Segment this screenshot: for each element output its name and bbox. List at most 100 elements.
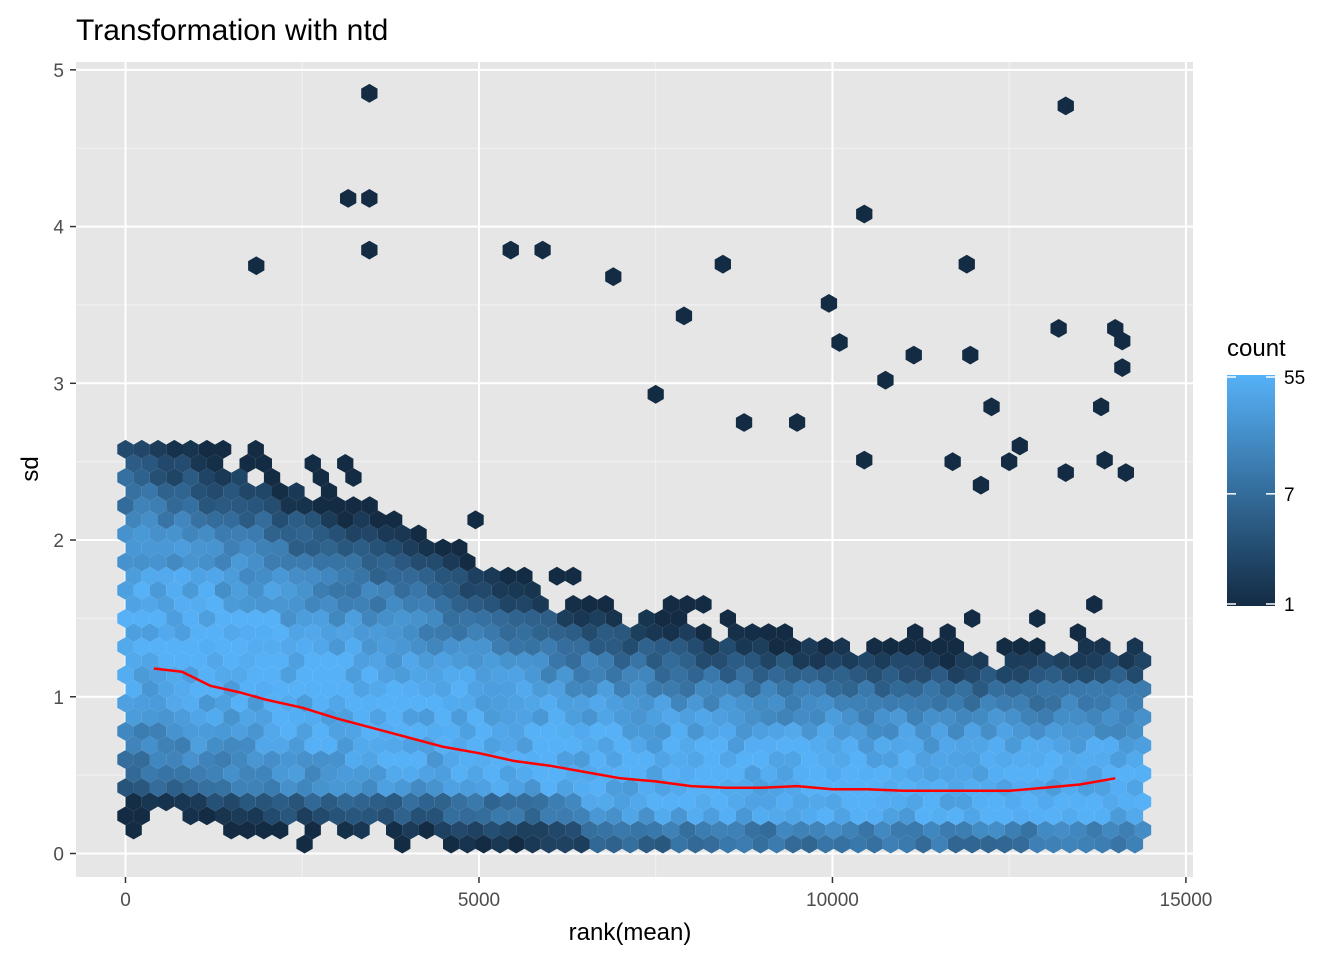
- hex-cell-outlier: [962, 345, 979, 365]
- hex-cell: [475, 834, 492, 854]
- hex-cell: [907, 736, 924, 755]
- hex-cell: [1102, 707, 1119, 727]
- hex-cell: [1110, 806, 1127, 826]
- hex-cell: [670, 750, 688, 769]
- hex-cell: [793, 651, 810, 671]
- hex-cell: [418, 707, 435, 727]
- hex-cell: [947, 806, 964, 826]
- hex-cell: [223, 482, 240, 501]
- y-tick-label: 2: [53, 531, 64, 552]
- hex-cell: [402, 623, 419, 642]
- hex-cell: [418, 651, 435, 671]
- hex-cell: [491, 693, 509, 713]
- hex-cell: [548, 736, 566, 755]
- hex-cell: [223, 707, 240, 727]
- hex-cell: [206, 651, 224, 671]
- hex-cell-outlier: [735, 413, 753, 432]
- hex-cell: [605, 778, 623, 798]
- hex-cell: [532, 764, 549, 783]
- hex-cell: [483, 595, 500, 614]
- hex-cell: [955, 792, 973, 812]
- hex-cell: [410, 524, 427, 544]
- hex-cell: [402, 764, 419, 783]
- hex-cell: [467, 566, 484, 586]
- hex-cell: [215, 439, 232, 459]
- hex-cell: [467, 792, 484, 812]
- hex-cell: [304, 736, 321, 755]
- legend-colorbar: [1227, 375, 1275, 606]
- hex-cell: [141, 566, 158, 586]
- hex-cell: [931, 693, 948, 713]
- hex-cell: [377, 552, 395, 572]
- hex-cell: [247, 496, 264, 516]
- hex-cell: [467, 736, 484, 755]
- hex-cell: [272, 707, 289, 727]
- hex-cell: [825, 736, 842, 755]
- hex-cell: [1069, 707, 1087, 727]
- hex-cell: [972, 820, 989, 840]
- hex-cell: [255, 764, 272, 783]
- x-tick-label: 5000: [458, 890, 500, 911]
- hex-cell: [972, 792, 989, 812]
- hex-cell: [361, 580, 378, 600]
- hex-cell: [117, 721, 134, 741]
- hex-cell: [475, 580, 492, 600]
- hex-cell: [320, 538, 338, 558]
- hex-cell: [247, 637, 264, 657]
- hex-cell: [304, 566, 321, 586]
- hex-cell: [296, 580, 313, 600]
- hex-cell: [817, 637, 834, 657]
- hex-cell: [760, 736, 777, 755]
- hex-cell: [353, 538, 370, 558]
- hex-cell: [988, 820, 1005, 840]
- hex-cell: [280, 637, 297, 657]
- hex-cell-outlier: [1114, 331, 1131, 351]
- hex-cell-outlier: [944, 452, 961, 472]
- hex-cell: [630, 707, 647, 727]
- hex-cell: [1102, 651, 1119, 671]
- hex-cell: [662, 736, 680, 755]
- hex-cell: [149, 524, 167, 544]
- hex-cell: [239, 820, 256, 840]
- hex-cell: [923, 651, 940, 671]
- hex-cell: [1086, 792, 1103, 812]
- hex-cell: [695, 792, 712, 812]
- hex-cell: [1061, 693, 1078, 713]
- hex-cell: [402, 566, 419, 586]
- hex-cell: [736, 693, 753, 713]
- hex-cell: [670, 665, 688, 685]
- hex-cell: [149, 496, 167, 516]
- trend-line-group: [153, 667, 1116, 793]
- hex-cell: [931, 750, 948, 769]
- hex-cell: [483, 651, 500, 671]
- hex-cell: [451, 820, 468, 840]
- hex-cell: [500, 651, 517, 671]
- hex-cell: [337, 764, 354, 783]
- hex-cell: [117, 524, 134, 544]
- hex-cell: [548, 707, 566, 727]
- hex-cell: [776, 792, 793, 812]
- hex-cell: [581, 792, 598, 812]
- hex-cell: [239, 764, 256, 783]
- hex-cell: [451, 707, 468, 727]
- hex-cell: [158, 482, 175, 501]
- hex-cell: [434, 820, 452, 840]
- hex-cell: [727, 792, 745, 812]
- hex-cell-outlier: [856, 450, 873, 470]
- hex-cell-outlier: [502, 240, 519, 260]
- hex-cell: [964, 806, 981, 826]
- y-tick-label: 1: [53, 688, 64, 709]
- hex-cell: [491, 609, 509, 628]
- hex-cell: [736, 750, 753, 769]
- hex-cell: [622, 721, 639, 741]
- hex-cell: [434, 792, 452, 812]
- hex-cell: [540, 609, 557, 628]
- hex-cell: [125, 566, 142, 586]
- hex-cell: [532, 707, 549, 727]
- hex-cell: [1126, 778, 1144, 798]
- hex-cell: [166, 496, 183, 516]
- hex-cell: [695, 707, 712, 727]
- hex-cell: [426, 806, 443, 826]
- hex-cell: [329, 524, 346, 544]
- hex-cell: [345, 778, 362, 798]
